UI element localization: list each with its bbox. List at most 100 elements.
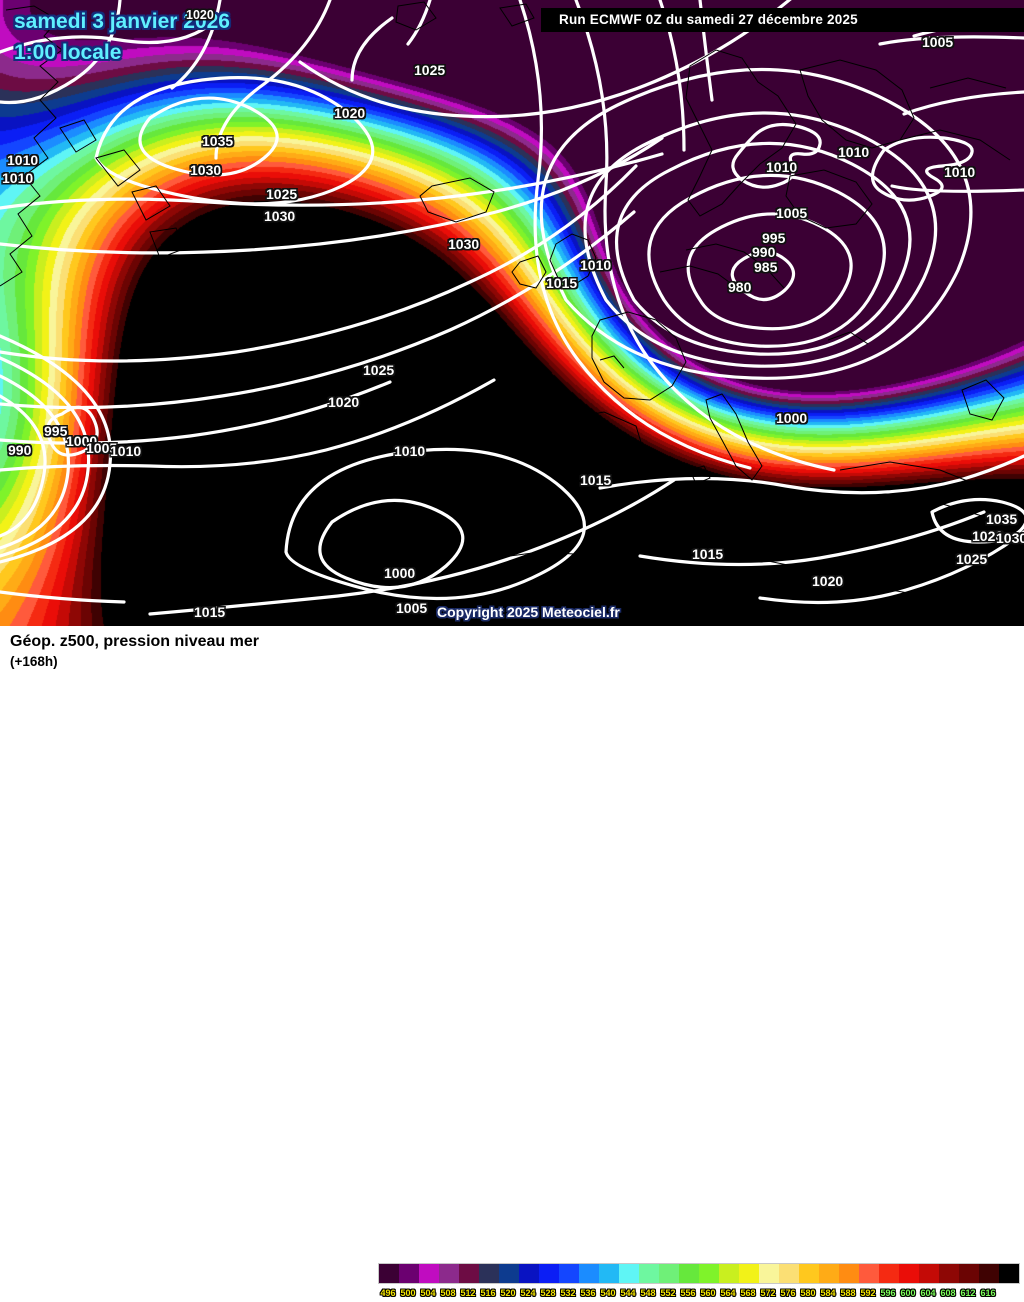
coastline: [395, 1, 437, 31]
isobar-contour: [870, 135, 974, 202]
colorbar-tick: 504: [420, 1288, 436, 1298]
isobar-label: 1015: [194, 604, 226, 620]
colorbar-tick: 612: [960, 1288, 976, 1298]
isobar-contour: [170, 0, 222, 90]
colorbar-swatch: [499, 1264, 519, 1283]
isobar-label: 1035: [202, 133, 234, 149]
colorbar-swatch: [819, 1264, 839, 1283]
isobar-contour: [148, 478, 676, 616]
colorbar-swatch: [579, 1264, 599, 1283]
coastline: [835, 493, 1017, 531]
isobar-label: 985: [754, 259, 778, 275]
chart-caption-main: Géop. z500, pression niveau mer: [10, 633, 259, 650]
colorbar-swatch: [779, 1264, 799, 1283]
colorbar-swatch: [659, 1264, 679, 1283]
isobar-label: 1035: [986, 511, 1018, 527]
coastline: [419, 177, 495, 223]
isobar-label: 1005: [86, 440, 118, 456]
colorbar-tick: 512: [460, 1288, 476, 1298]
isobar-label: 1015: [546, 275, 578, 291]
colorbar-tick: 548: [640, 1288, 656, 1298]
isobar-contour: [0, 334, 113, 564]
colorbar-tick: 516: [480, 1288, 496, 1298]
colorbar-swatch: [379, 1264, 399, 1283]
colorbar-tick: 528: [540, 1288, 556, 1298]
colorbar-swatch: [399, 1264, 419, 1283]
colorbar-tick: 500: [400, 1288, 416, 1298]
colorbar-tick: 536: [580, 1288, 596, 1298]
coastline: [131, 185, 171, 221]
colorbar-tick: 592: [860, 1288, 876, 1298]
copyright-watermark: Copyright 2025 Meteociel.fr: [437, 604, 620, 620]
map-raster: [0, 0, 1024, 626]
colorbar[interactable]: [378, 1263, 1020, 1284]
colorbar-tick: 584: [820, 1288, 836, 1298]
isobar-contour: [930, 497, 1024, 544]
isobar-label: 1025: [363, 362, 395, 378]
coastline: [149, 227, 187, 259]
isobar-label: 1015: [580, 472, 612, 488]
isobar-contour: [46, 405, 99, 457]
isobar-contour: [214, 0, 332, 160]
isobar-label: 1010: [580, 257, 612, 273]
isobar-contour: [614, 141, 912, 356]
colorbar-swatch: [999, 1264, 1019, 1283]
colorbar-tick: 540: [600, 1288, 616, 1298]
isobar-label: 1025: [956, 551, 988, 567]
isobar-label: 1025: [414, 62, 446, 78]
coastline: [685, 243, 785, 289]
colorbar-swatch: [939, 1264, 959, 1283]
isobar-label: 1010: [766, 159, 798, 175]
isobar-label: 1005: [922, 34, 954, 50]
colorbar-swatch: [479, 1264, 499, 1283]
isobar-contour: [0, 378, 496, 472]
valid-hour-line: 1:00 locale: [14, 41, 122, 64]
coastline: [549, 411, 645, 483]
coastline: [499, 3, 535, 27]
isobar-label: 1030: [264, 208, 296, 224]
isobar-label: 1000: [66, 433, 98, 449]
isobar-label: 1005: [776, 205, 808, 221]
colorbar-swatch: [679, 1264, 699, 1283]
coastline: [469, 593, 877, 625]
isobar-label: 1000: [384, 565, 416, 581]
isobar-label: 1015: [692, 546, 724, 562]
isobar-contour: [0, 394, 47, 538]
colorbar-tick: 508: [440, 1288, 456, 1298]
isobar-contour: [298, 0, 792, 119]
chart-caption: Géop. z500, pression niveau mer (+168h): [10, 632, 259, 672]
isobar-contour: [0, 136, 664, 255]
isobar-contour: [318, 498, 465, 590]
colorbar-swatch: [439, 1264, 459, 1283]
isobar-contour: [686, 212, 853, 331]
run-banner: Run ECMWF 0Z du samedi 27 décembre 2025: [541, 8, 1024, 32]
colorbar-tick: 556: [680, 1288, 696, 1298]
isobar-label: 1020: [334, 105, 366, 121]
isobar-contour: [0, 152, 664, 210]
isobar-contour: [598, 454, 1024, 495]
coastline: [685, 49, 797, 217]
isobar-contour: [406, 0, 432, 46]
isobar-contour: [0, 374, 71, 550]
coastline: [59, 119, 97, 153]
colorbar-tick: 560: [700, 1288, 716, 1298]
colorbar-swatch: [519, 1264, 539, 1283]
isobar-label: 1005: [396, 600, 428, 616]
isobar-contour: [350, 16, 394, 82]
isobar-label: 1010: [944, 164, 976, 180]
valid-time-overlay: samedi 3 janvier 2026 1:00 locale: [14, 6, 230, 68]
isobar-contour: [902, 90, 1024, 116]
colorbar-tick: 568: [740, 1288, 756, 1298]
coastline: [839, 461, 1011, 501]
isobar-contour: [0, 18, 218, 54]
colorbar-tick: 544: [620, 1288, 636, 1298]
valid-date-line: samedi 3 janvier 2026: [14, 10, 230, 33]
colorbar-swatch: [919, 1264, 939, 1283]
isobar-label: 1020: [186, 8, 214, 22]
coastline: [785, 169, 873, 229]
forecast-map[interactable]: [0, 0, 1024, 626]
colorbar-swatch: [899, 1264, 919, 1283]
isobar-label: 1020: [328, 394, 360, 410]
coastline: [743, 489, 767, 509]
isobar-label: 990: [8, 442, 32, 458]
